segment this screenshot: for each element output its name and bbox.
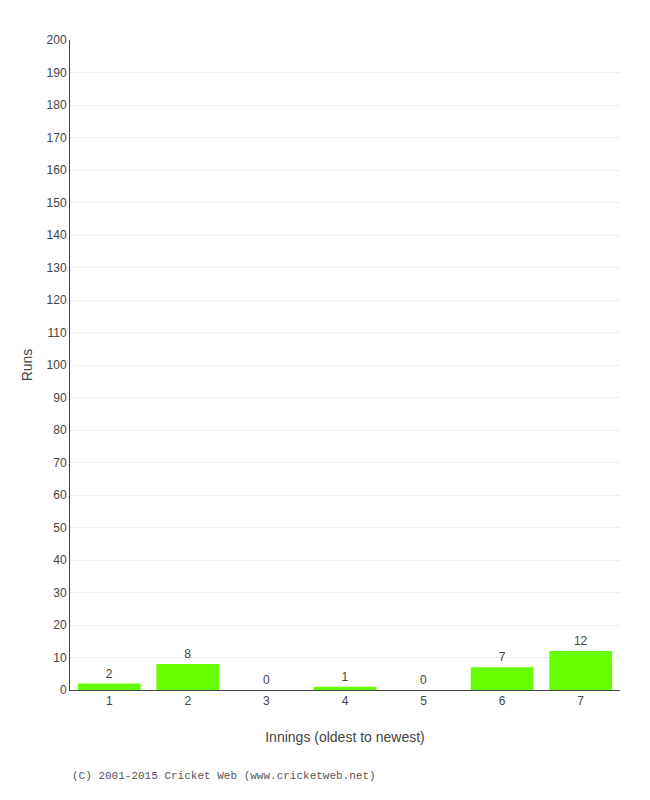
- svg-text:200: 200: [47, 33, 67, 47]
- svg-text:2: 2: [185, 694, 192, 708]
- svg-text:0: 0: [420, 673, 427, 687]
- svg-text:(C) 2001-2015 Cricket Web (www: (C) 2001-2015 Cricket Web (www.cricketwe…: [72, 770, 376, 782]
- svg-text:70: 70: [53, 456, 67, 470]
- svg-text:Runs: Runs: [19, 349, 35, 382]
- svg-text:3: 3: [263, 694, 270, 708]
- svg-text:60: 60: [53, 488, 67, 502]
- svg-text:8: 8: [184, 647, 191, 661]
- svg-text:80: 80: [53, 423, 67, 437]
- svg-text:140: 140: [47, 228, 67, 242]
- svg-text:Innings (oldest to newest): Innings (oldest to newest): [265, 729, 425, 745]
- svg-text:180: 180: [47, 98, 67, 112]
- svg-text:12: 12: [574, 634, 588, 648]
- svg-text:6: 6: [499, 694, 506, 708]
- svg-text:0: 0: [263, 673, 270, 687]
- svg-text:2: 2: [106, 667, 113, 681]
- svg-text:7: 7: [499, 650, 506, 664]
- svg-text:7: 7: [577, 694, 584, 708]
- svg-text:160: 160: [47, 163, 67, 177]
- svg-text:150: 150: [47, 196, 67, 210]
- svg-text:40: 40: [53, 553, 67, 567]
- svg-text:1: 1: [106, 694, 113, 708]
- svg-text:120: 120: [47, 293, 67, 307]
- svg-text:20: 20: [53, 618, 67, 632]
- svg-text:90: 90: [53, 391, 67, 405]
- svg-text:5: 5: [420, 694, 427, 708]
- svg-text:170: 170: [47, 131, 67, 145]
- svg-text:0: 0: [60, 683, 67, 697]
- svg-text:1: 1: [342, 670, 349, 684]
- svg-text:50: 50: [53, 521, 67, 535]
- svg-text:100: 100: [47, 358, 67, 372]
- svg-text:10: 10: [53, 651, 67, 665]
- svg-text:110: 110: [47, 326, 66, 340]
- svg-text:30: 30: [53, 586, 67, 600]
- svg-text:190: 190: [47, 66, 67, 80]
- svg-text:130: 130: [47, 261, 67, 275]
- svg-text:4: 4: [342, 694, 349, 708]
